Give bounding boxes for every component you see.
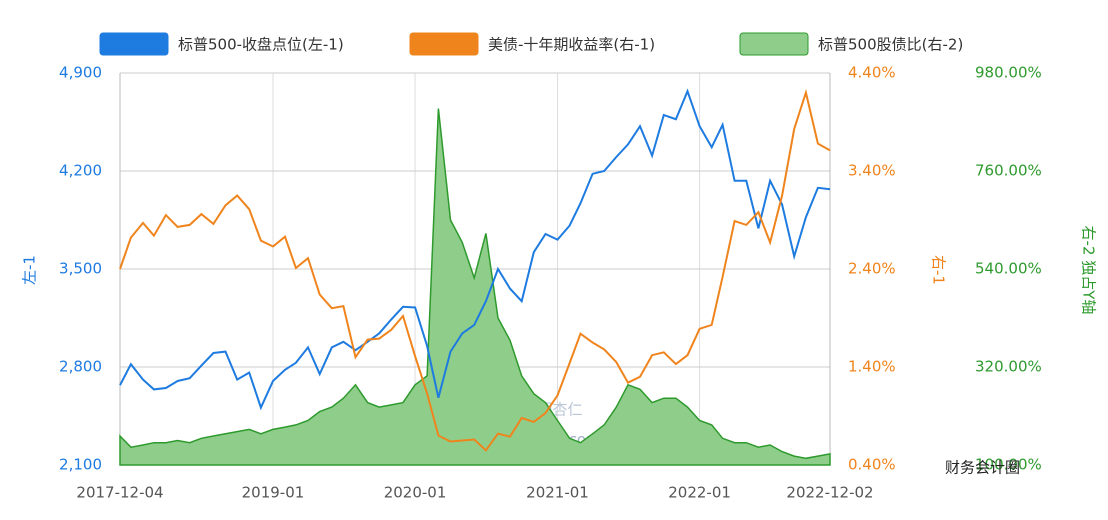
y3-tick-label: 100.00% <box>975 456 1042 474</box>
legend-label[interactable]: 标普500股债比(右-2) <box>818 36 963 54</box>
y2-axis-title: 右-1 <box>930 255 948 285</box>
y-tick-label: 4,200 <box>59 162 102 180</box>
y2-tick-label: 2.40% <box>848 260 896 278</box>
source-label: 财务会计圈 <box>945 459 1020 477</box>
legend-swatch[interactable] <box>409 32 479 56</box>
x-tick-label: 2020-01 <box>384 484 447 502</box>
y2-tick-label: 1.40% <box>848 358 896 376</box>
legend-label[interactable]: 标普500-收盘点位(左-1) <box>178 36 344 54</box>
y2-tick-label: 3.40% <box>848 162 896 180</box>
y3-tick-label: 980.00% <box>975 64 1042 82</box>
area <box>119 108 831 466</box>
legend-swatch[interactable] <box>99 32 169 56</box>
legend-swatch[interactable] <box>739 32 809 56</box>
y3-tick-label: 320.00% <box>975 358 1042 376</box>
legend-label[interactable]: 美债-十年期收益率(右-1) <box>488 36 655 54</box>
y-tick-label: 2,100 <box>59 456 102 474</box>
line <box>119 88 831 411</box>
x-tick-label: 2019-01 <box>242 484 305 502</box>
y-tick-label: 4,900 <box>59 64 102 82</box>
y2-tick-label: 0.40% <box>848 456 896 474</box>
line <box>119 88 831 452</box>
y-axis-title: 左-1 <box>21 255 39 285</box>
x-tick-label: 2021-01 <box>526 484 589 502</box>
x-tick-label: 2022-01 <box>668 484 731 502</box>
x-tick-label: 2017-12-04 <box>76 484 163 502</box>
y3-axis-title: 右-2 独占Y轴 <box>1080 226 1098 315</box>
y3-tick-label: 540.00% <box>975 260 1042 278</box>
y-tick-label: 3,500 <box>59 260 102 278</box>
y2-tick-label: 4.40% <box>848 64 896 82</box>
y3-tick-label: 760.00% <box>975 162 1042 180</box>
y-tick-label: 2,800 <box>59 358 102 376</box>
x-tick-label: 2022-12-02 <box>786 484 873 502</box>
